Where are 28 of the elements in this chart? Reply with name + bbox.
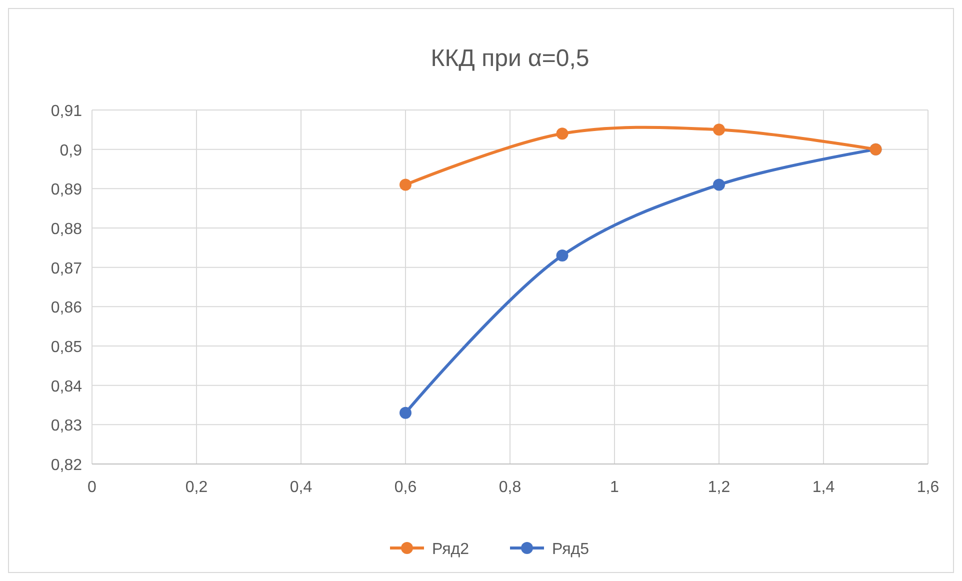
x-tick-label: 0 [88,479,97,496]
point [400,406,412,419]
x-tick-label: 0,6 [394,479,417,496]
y-tick-label: 0,83 [50,418,82,435]
x-tick-label: 0,4 [290,479,312,496]
y-tick-label: 0,84 [50,378,82,396]
x-tick-label: 1 [610,479,620,496]
point [713,178,725,191]
legend-label: Ряд2 [432,541,470,558]
x-tick-label: 0,8 [498,479,522,496]
point [556,250,568,262]
point [713,124,725,136]
x-tick-label: 1,6 [916,479,940,496]
y-tick-label: 0,86 [50,300,82,317]
y-tick-label: 0,87 [50,260,82,278]
y-tick-label: 0,82 [50,457,82,474]
y-tick-label: 0,9 [60,142,82,160]
legend-label: Ряд5 [552,541,590,558]
point [556,128,568,140]
y-tick-label: 0,88 [50,221,82,238]
x-tick-label: 1,4 [812,479,835,496]
point [400,178,412,191]
x-tick-label: 1,2 [708,479,730,496]
y-tick-label: 0,89 [50,182,82,199]
chart-title: ККД при α=0,5 [430,45,590,72]
y-tick-label: 0,85 [50,339,82,356]
y-tick-label: 0,91 [50,103,82,120]
x-tick-label: 0,2 [185,479,208,496]
